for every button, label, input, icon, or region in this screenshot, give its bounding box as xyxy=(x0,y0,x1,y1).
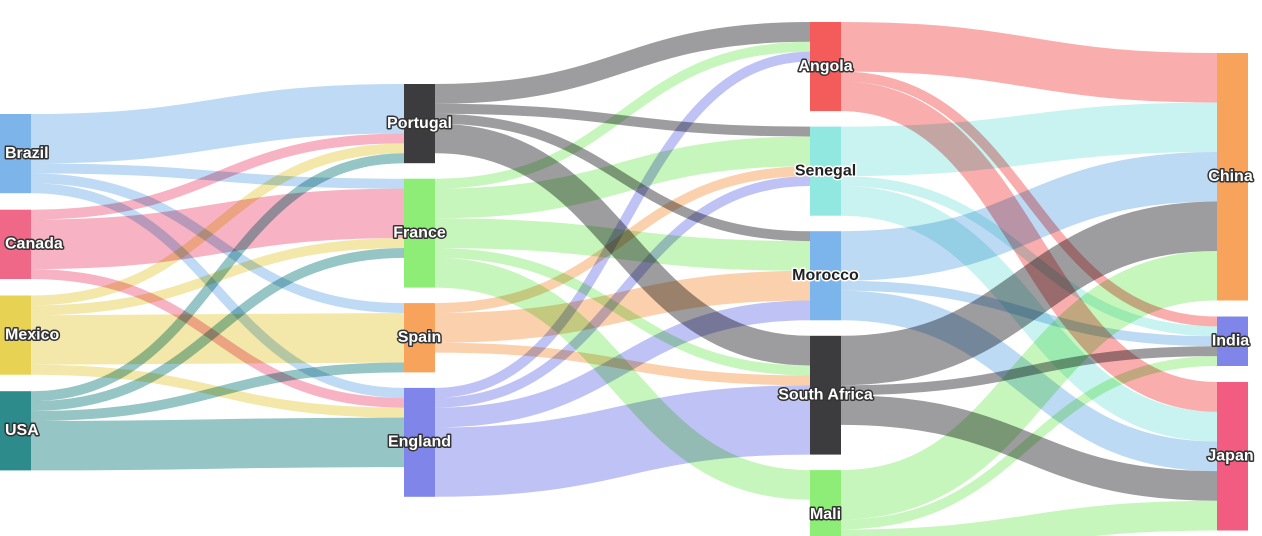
link-morocco-to-china[interactable] xyxy=(840,152,1218,281)
node-morocco[interactable] xyxy=(810,231,841,321)
link-england-to-south-africa[interactable] xyxy=(434,385,811,497)
node-label-mali: Mali xyxy=(810,506,841,523)
node-senegal[interactable] xyxy=(810,126,841,216)
link-england-to-morocco[interactable] xyxy=(434,300,811,428)
node-usa[interactable] xyxy=(0,391,31,471)
link-spain-to-morocco[interactable] xyxy=(434,270,811,343)
sankey-labels: Brazil Canada Mexico USA Portugal France Spain… xyxy=(4,56,1256,524)
link-england-to-senegal[interactable] xyxy=(434,176,811,408)
node-label-china: China xyxy=(1208,168,1253,185)
node-label-japan: Japan xyxy=(1207,447,1253,464)
node-south-africa[interactable] xyxy=(810,335,841,455)
link-france-to-angola[interactable] xyxy=(434,41,811,189)
node-label-india: India xyxy=(1212,332,1249,349)
link-usa-to-england[interactable] xyxy=(30,417,405,471)
node-england[interactable] xyxy=(404,387,435,497)
link-canada-to-portugal[interactable] xyxy=(30,133,405,220)
node-label-spain: Spain xyxy=(398,329,442,346)
link-senegal-to-china[interactable] xyxy=(840,102,1218,177)
link-mali-to-india[interactable] xyxy=(840,356,1218,530)
node-label-portugal: Portugal xyxy=(387,115,452,132)
link-mexico-to-spain[interactable] xyxy=(30,313,405,365)
node-label-south-africa: South Africa xyxy=(778,386,873,403)
link-usa-to-france[interactable] xyxy=(30,248,405,411)
node-label-brazil: Brazil xyxy=(5,145,49,162)
link-angola-to-china[interactable] xyxy=(840,22,1218,103)
node-label-france: France xyxy=(393,224,446,241)
node-japan[interactable] xyxy=(1217,382,1248,531)
sankey-nodes xyxy=(0,22,1248,536)
link-mexico-to-portugal[interactable] xyxy=(30,143,405,306)
node-portugal[interactable] xyxy=(404,84,435,164)
link-mali-to-japan[interactable] xyxy=(840,500,1218,536)
node-mali[interactable] xyxy=(810,470,841,536)
node-label-angola: Angola xyxy=(798,58,852,75)
node-label-canada: Canada xyxy=(5,236,63,253)
link-angola-to-japan[interactable] xyxy=(840,81,1218,412)
node-label-england: England xyxy=(388,434,451,451)
node-india[interactable] xyxy=(1217,316,1248,367)
node-label-mexico: Mexico xyxy=(5,326,59,343)
node-brazil[interactable] xyxy=(0,114,31,194)
link-usa-to-portugal[interactable] xyxy=(30,153,405,402)
link-france-to-mali[interactable] xyxy=(434,257,811,500)
node-angola[interactable] xyxy=(810,22,841,112)
node-canada[interactable] xyxy=(0,209,31,279)
node-china[interactable] xyxy=(1217,53,1248,301)
link-morocco-to-india[interactable] xyxy=(840,280,1218,347)
node-label-usa: USA xyxy=(5,422,39,439)
link-brazil-to-england[interactable] xyxy=(30,183,405,398)
node-spain[interactable] xyxy=(404,303,435,373)
link-morocco-to-japan[interactable] xyxy=(840,290,1218,472)
link-spain-to-senegal[interactable] xyxy=(434,166,811,313)
link-england-to-angola[interactable] xyxy=(434,51,811,398)
node-label-morocco: Morocco xyxy=(792,267,859,284)
link-brazil-to-portugal[interactable] xyxy=(30,84,405,164)
node-mexico[interactable] xyxy=(0,295,31,375)
node-label-senegal: Senegal xyxy=(795,162,856,179)
link-france-to-senegal[interactable] xyxy=(434,136,811,219)
link-senegal-to-india[interactable] xyxy=(840,176,1218,337)
link-usa-to-spain[interactable] xyxy=(30,362,405,421)
sankey-links xyxy=(30,22,1218,536)
link-portugal-to-angola[interactable] xyxy=(434,22,811,104)
node-france[interactable] xyxy=(404,178,435,288)
